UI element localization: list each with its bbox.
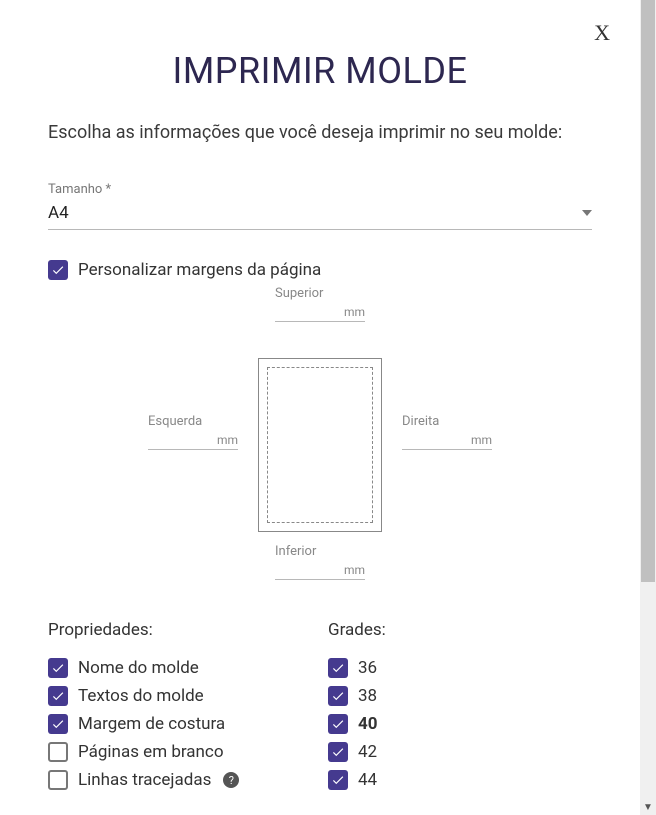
grade-row[interactable]: 42 bbox=[328, 742, 386, 762]
checkbox-checked[interactable] bbox=[328, 742, 348, 762]
margin-direita-label: Direita bbox=[402, 414, 492, 429]
checkbox-checked[interactable] bbox=[328, 686, 348, 706]
check-icon bbox=[331, 689, 345, 703]
property-label: Linhas tracejadas bbox=[78, 770, 211, 790]
check-icon bbox=[51, 689, 65, 703]
size-select-value: A4 bbox=[48, 203, 69, 223]
check-icon bbox=[331, 661, 345, 675]
grades-list: 36 38 40 42 44 bbox=[328, 658, 386, 790]
grade-row[interactable]: 40 bbox=[328, 714, 386, 734]
check-icon bbox=[331, 745, 345, 759]
property-row[interactable]: Margem de costura bbox=[48, 714, 268, 734]
checkbox-unchecked[interactable] bbox=[48, 770, 68, 790]
property-label: Páginas em branco bbox=[78, 742, 224, 762]
property-label: Textos do molde bbox=[78, 686, 204, 706]
property-label: Nome do molde bbox=[78, 658, 199, 678]
chevron-down-icon bbox=[582, 210, 592, 216]
margin-esquerda-input[interactable]: mm bbox=[148, 433, 238, 450]
margin-unit: mm bbox=[344, 563, 365, 577]
page-preview-inner bbox=[267, 367, 373, 523]
property-row[interactable]: Nome do molde bbox=[48, 658, 268, 678]
margin-unit: mm bbox=[217, 433, 238, 447]
check-icon bbox=[51, 263, 65, 277]
checkbox-checked[interactable] bbox=[48, 686, 68, 706]
property-row[interactable]: Textos do molde bbox=[48, 686, 268, 706]
scroll-down-arrow[interactable]: ▼ bbox=[640, 799, 656, 815]
grade-label: 38 bbox=[358, 686, 377, 706]
property-label: Margem de costura bbox=[78, 714, 225, 734]
check-icon bbox=[331, 717, 345, 731]
margin-esquerda-label: Esquerda bbox=[148, 414, 238, 429]
property-row[interactable]: Linhas tracejadas? bbox=[48, 770, 268, 790]
property-row[interactable]: Páginas em branco bbox=[48, 742, 268, 762]
help-icon[interactable]: ? bbox=[223, 772, 239, 788]
grade-label: 36 bbox=[358, 658, 377, 678]
properties-header: Propriedades: bbox=[48, 620, 268, 640]
margin-direita-group: Direita mm bbox=[402, 414, 492, 450]
margin-esquerda-group: Esquerda mm bbox=[148, 414, 238, 450]
page-preview bbox=[258, 358, 382, 532]
customize-margins-checkbox[interactable] bbox=[48, 260, 68, 280]
margin-inferior-label: Inferior bbox=[275, 544, 365, 559]
properties-list: Nome do molde Textos do molde Margem de co… bbox=[48, 658, 268, 790]
print-dialog: X IMPRIMIR MOLDE Escolha as informações … bbox=[0, 0, 640, 798]
checkbox-checked[interactable] bbox=[328, 770, 348, 790]
margin-unit: mm bbox=[344, 305, 365, 319]
margin-inferior-group: Inferior mm bbox=[275, 544, 365, 580]
margin-direita-input[interactable]: mm bbox=[402, 433, 492, 450]
checkbox-checked[interactable] bbox=[328, 658, 348, 678]
size-select[interactable]: A4 bbox=[48, 203, 592, 230]
checkbox-checked[interactable] bbox=[48, 714, 68, 734]
grade-label: 40 bbox=[358, 714, 378, 734]
margin-inferior-input[interactable]: mm bbox=[275, 563, 365, 580]
customize-margins-label: Personalizar margens da página bbox=[78, 260, 321, 280]
page-title: IMPRIMIR MOLDE bbox=[48, 50, 592, 92]
grade-label: 44 bbox=[358, 770, 377, 790]
check-icon bbox=[51, 661, 65, 675]
grade-row[interactable]: 36 bbox=[328, 658, 386, 678]
grade-label: 42 bbox=[358, 742, 377, 762]
margin-superior-input[interactable]: mm bbox=[275, 305, 365, 322]
checkbox-checked[interactable] bbox=[328, 714, 348, 734]
customize-margins-checkbox-row[interactable]: Personalizar margens da página bbox=[48, 260, 592, 280]
margin-superior-label: Superior bbox=[275, 286, 365, 301]
subtitle-text: Escolha as informações que você deseja i… bbox=[48, 120, 592, 146]
margin-unit: mm bbox=[471, 433, 492, 447]
size-field-label: Tamanho * bbox=[48, 182, 592, 197]
checkbox-checked[interactable] bbox=[48, 658, 68, 678]
grade-row[interactable]: 44 bbox=[328, 770, 386, 790]
margin-superior-group: Superior mm bbox=[275, 286, 365, 322]
checkbox-unchecked[interactable] bbox=[48, 742, 68, 762]
check-icon bbox=[51, 717, 65, 731]
scrollbar-thumb[interactable] bbox=[641, 0, 655, 582]
grades-header: Grades: bbox=[328, 620, 386, 640]
check-icon bbox=[331, 773, 345, 787]
close-button[interactable]: X bbox=[594, 20, 610, 46]
grade-row[interactable]: 38 bbox=[328, 686, 386, 706]
margins-editor: Superior mm Esquerda mm Direita mm Infer… bbox=[48, 286, 592, 596]
